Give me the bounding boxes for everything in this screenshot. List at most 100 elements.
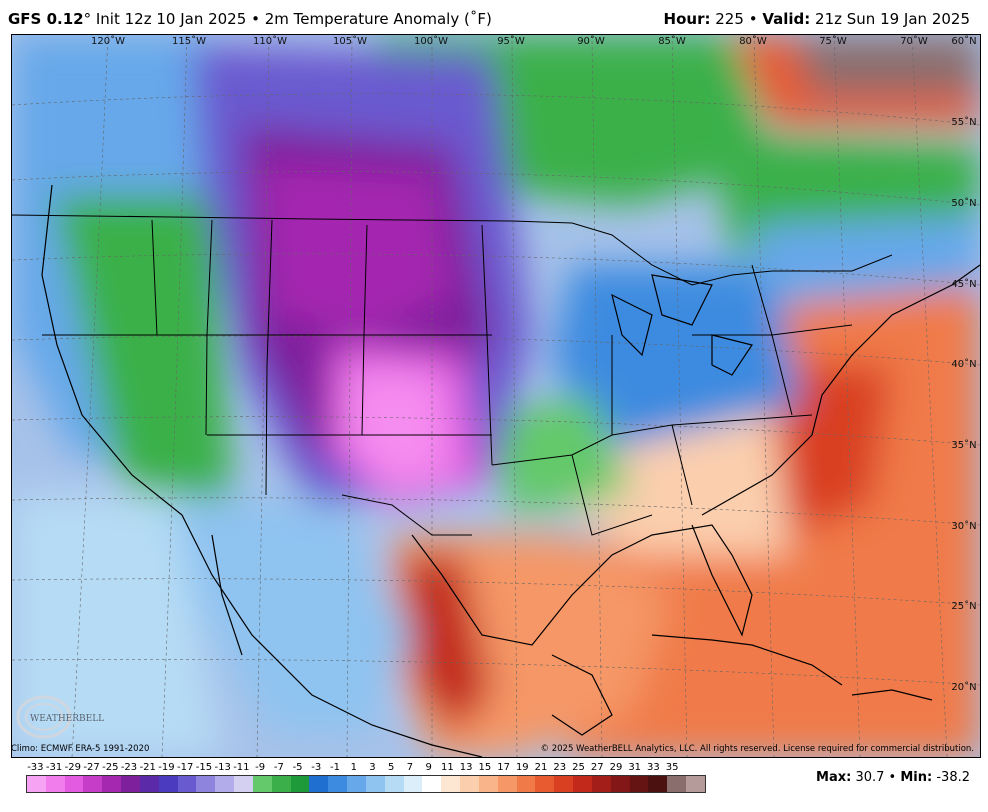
colorbar-swatch (685, 776, 705, 792)
colorbar-ticks: -33 -31 -29 -27 -25 -23 -21 -19 -17 -15 -13 -11 -9 -7… (16, 762, 716, 774)
lon-label: 100˚W (414, 35, 448, 47)
lon-label: 75˚W (819, 35, 847, 47)
min-value: -38.2 (936, 770, 970, 785)
colorbar-tick-label: 33 (647, 762, 660, 773)
colorbar-tick-label: -15 (195, 762, 213, 773)
colorbar-tick-label: -11 (233, 762, 250, 773)
colorbar-swatch (27, 776, 46, 792)
colorbar (26, 775, 706, 793)
hour-label: Hour: (663, 10, 711, 28)
colorbar-tick-label: 21 (534, 762, 548, 773)
colorbar-swatch (573, 776, 592, 792)
lon-label: 90˚W (577, 35, 605, 47)
colorbar-tick-label: 7 (406, 762, 414, 773)
colorbar-swatch (516, 776, 536, 792)
colorbar-swatch (554, 776, 574, 792)
colorbar-swatch (102, 776, 122, 792)
colorbar-tick-label: 29 (609, 762, 623, 773)
degree-mark: ° (83, 10, 92, 28)
colorbar-swatch (64, 776, 84, 792)
lon-label: 110˚W (253, 35, 287, 47)
lat-label: 45˚N (951, 278, 976, 290)
colorbar-swatch (347, 776, 366, 792)
colorbar-swatch (422, 776, 442, 792)
valid-value: 21z Sun 19 Jan 2025 (815, 10, 970, 28)
lat-label: 25˚N (951, 600, 976, 612)
map-title: GFS 0.12° Init 12z 10 Jan 2025 • 2m Temp… (8, 10, 492, 28)
colorbar-tick-label: -5 (292, 762, 303, 773)
lat-label: 50˚N (951, 197, 976, 209)
colorbar-tick-label: -33 (27, 762, 44, 773)
colorbar-tick-label: 9 (425, 762, 432, 773)
field-name: 2m Temperature Anomaly (˚F) (264, 10, 492, 28)
colorbar-swatch (648, 776, 668, 792)
colorbar-tick-label: -31 (45, 762, 63, 773)
colorbar-tick-label: 31 (628, 762, 642, 773)
weatherbell-logo: WEATHERBELL (16, 695, 104, 739)
state-borders (12, 214, 893, 536)
lat-label: 35˚N (951, 439, 976, 451)
colorbar-tick-label: 3 (369, 762, 376, 773)
colorbar-swatch (139, 776, 159, 792)
colorbar-swatch (535, 776, 555, 792)
lon-label: 85˚W (658, 35, 686, 47)
colorbar-swatch (121, 776, 140, 792)
colorbar-tick-label: 25 (572, 762, 585, 773)
colorbar-swatch (309, 776, 329, 792)
colorbar-tick-label: 35 (665, 762, 679, 773)
valid-label: Valid: (762, 10, 811, 28)
max-value: 30.7 (855, 770, 885, 785)
colorbar-swatch (478, 776, 498, 792)
colorbar-tick-label: -3 (311, 762, 322, 773)
colorbar-tick-label: -1 (330, 762, 341, 773)
lon-label: 120˚W (91, 35, 125, 47)
colorbar-tick-label: -17 (177, 762, 194, 773)
colorbar-swatch (591, 776, 611, 792)
max-min-stats: Max: 30.7 • Min: -38.2 (816, 770, 970, 785)
colorbar-tick-label: -27 (83, 762, 100, 773)
lat-label: 40˚N (951, 358, 976, 370)
colorbar-tick-label: 13 (459, 762, 473, 773)
logo-text: WEATHERBELL (30, 714, 104, 724)
colorbar-swatch (215, 776, 235, 792)
colorbar-swatch (271, 776, 291, 792)
colorbar-tick-label: 15 (478, 762, 492, 773)
colorbar-swatch (629, 776, 649, 792)
valid-info: Hour: 225 • Valid: 21z Sun 19 Jan 2025 (664, 10, 970, 28)
min-label: Min: (900, 770, 933, 785)
colorbar-tick-label: -19 (158, 762, 175, 773)
colorbar-swatch (460, 776, 479, 792)
lat-label-top: 60˚N (951, 35, 976, 47)
colorbar-swatch (365, 776, 385, 792)
colorbar-swatch (45, 776, 65, 792)
colorbar-swatch (252, 776, 272, 792)
map-canvas: 120˚W 115˚W 110˚W 105˚W 100˚W 95˚W 90˚W … (12, 35, 980, 757)
max-label: Max: (816, 770, 852, 785)
colorbar-swatch (610, 776, 630, 792)
colorbar-swatch (384, 776, 404, 792)
lat-label: 20˚N (951, 681, 976, 693)
temperature-anomaly-map: 120˚W 115˚W 110˚W 105˚W 100˚W 95˚W 90˚W … (11, 34, 981, 758)
colorbar-tick-label: 27 (590, 762, 604, 773)
copyright-note: © 2025 WeatherBELL Analytics, LLC. All r… (540, 744, 974, 754)
latitude-labels: 55˚N 50˚N 45˚N 40˚N 35˚N 30˚N 25˚N 20˚N (951, 116, 976, 693)
colorbar-swatch (441, 776, 461, 792)
title-separator: • (251, 10, 260, 28)
colorbar-swatch (403, 776, 423, 792)
climo-note: Climo: ECMWF ERA-5 1991-2020 (11, 744, 150, 754)
colorbar-tick-label: 1 (350, 762, 357, 773)
hour-value: 225 (715, 10, 744, 28)
lon-label: 80˚W (739, 35, 767, 47)
colorbar-tick-label: -13 (214, 762, 231, 773)
colorbar-tick-label: 17 (497, 762, 510, 773)
lon-label: 95˚W (497, 35, 525, 47)
lon-label: 70˚W (900, 35, 928, 47)
colorbar-swatch (328, 776, 348, 792)
graticule (12, 35, 980, 757)
colorbar-tick-label: -23 (120, 762, 138, 773)
colorbar-tick-label: -7 (273, 762, 284, 773)
lat-label: 30˚N (951, 520, 976, 532)
colorbar-swatch (667, 776, 686, 792)
lon-label: 115˚W (172, 35, 206, 47)
stats-separator: • (888, 770, 897, 785)
